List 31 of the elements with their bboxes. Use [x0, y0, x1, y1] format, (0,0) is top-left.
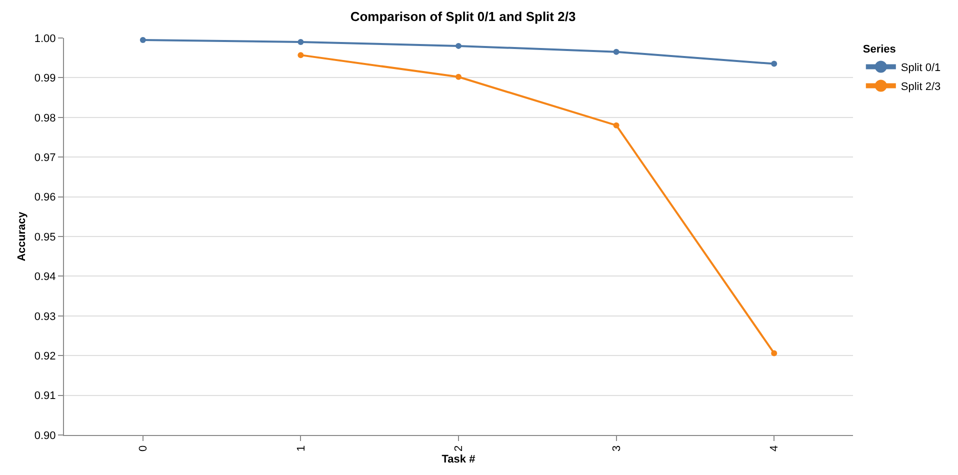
- point: [771, 350, 778, 356]
- y-tick-label: 0.92: [34, 350, 56, 362]
- y-tick-label: 0.93: [34, 310, 56, 323]
- point: [613, 122, 620, 128]
- y-tick-label: 0.98: [34, 112, 56, 124]
- point: [613, 48, 620, 55]
- x-axis-title: Task #: [442, 454, 476, 466]
- y-tick-label: 0.96: [34, 192, 56, 204]
- point: [140, 36, 146, 43]
- y-tick-label: 1.00: [34, 32, 56, 45]
- chart-title: Comparison of Split 0/1 and Split 2/3: [350, 8, 576, 24]
- x-tick-label: 4: [768, 445, 781, 452]
- y-tick-label: 0.91: [34, 390, 56, 402]
- legend-title: Series: [862, 43, 896, 56]
- point: [456, 74, 462, 80]
- legend-label: Split 0/1: [900, 62, 941, 74]
- point: [456, 42, 462, 49]
- y-tick-label: 0.94: [34, 271, 56, 284]
- y-tick-label: 0.95: [34, 231, 56, 244]
- x-tick-label: 2: [453, 445, 466, 452]
- x-tick-label: 1: [295, 445, 308, 452]
- x-tick-label: 0: [137, 445, 150, 452]
- x-tick-label: 3: [610, 445, 623, 452]
- y-tick-label: 0.97: [34, 152, 56, 164]
- point: [298, 52, 304, 58]
- y-tick-label: 0.90: [34, 430, 56, 442]
- y-axis-title: Accuracy: [16, 210, 28, 262]
- legend-label: Split 2/3: [900, 81, 941, 94]
- point: [298, 38, 304, 45]
- point: [771, 60, 778, 67]
- y-tick-label: 0.99: [34, 72, 56, 85]
